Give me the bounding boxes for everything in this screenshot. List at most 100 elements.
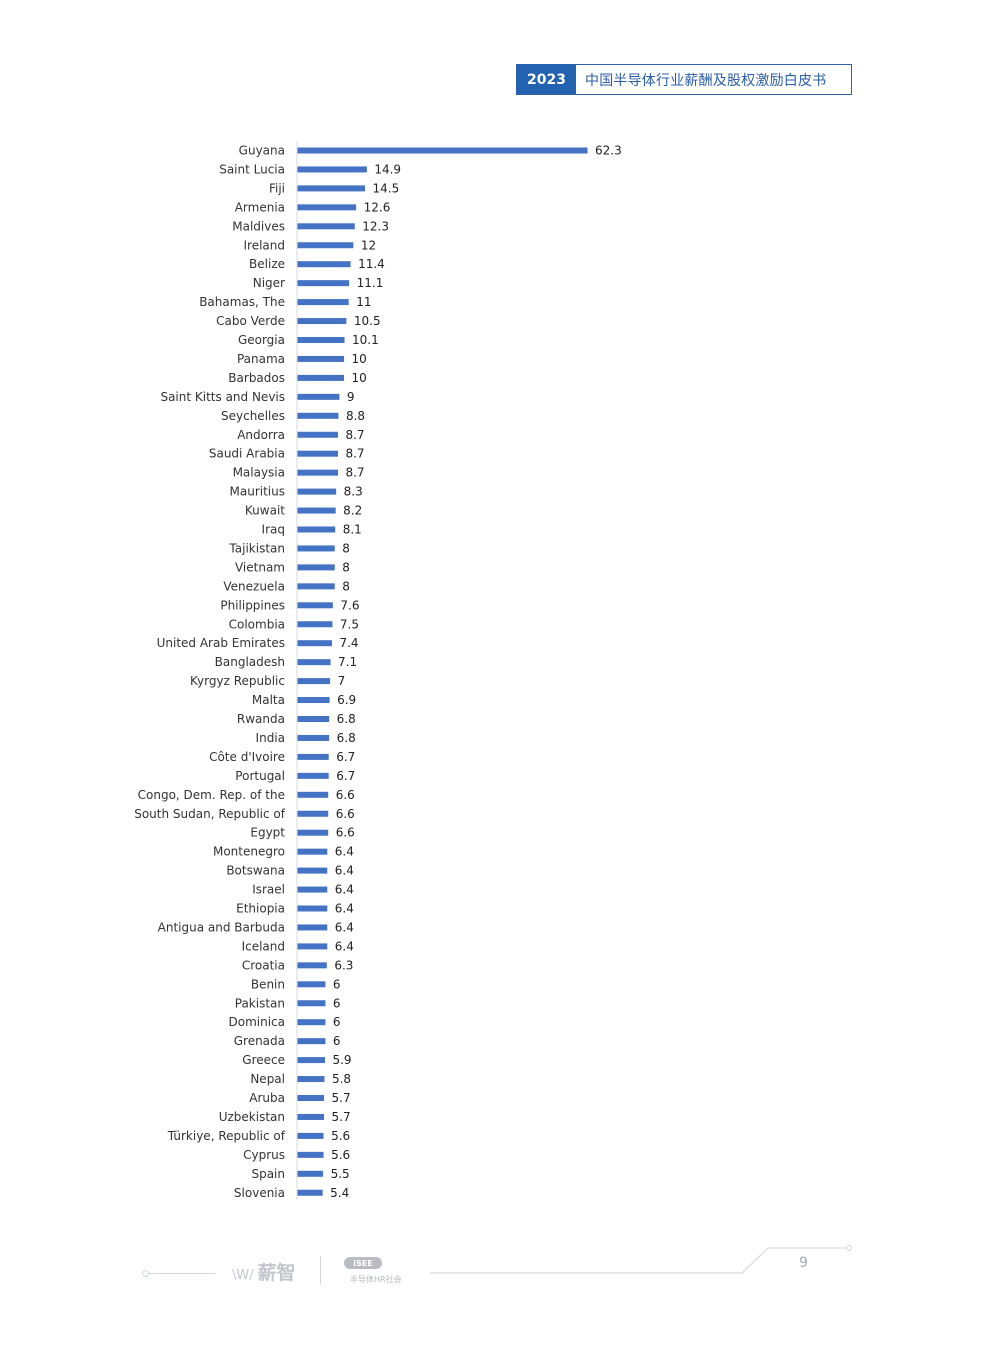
bar bbox=[297, 147, 588, 154]
data-label: 7.5 bbox=[340, 617, 359, 631]
category-label: Guyana bbox=[239, 144, 285, 158]
category-label: Antigua and Barbuda bbox=[158, 920, 285, 934]
bar bbox=[297, 659, 331, 666]
bar bbox=[297, 166, 367, 173]
xinzhi-logo-mark: \W/ bbox=[232, 1268, 254, 1283]
report-header: 2023 中国半导体行业薪酬及股权激励白皮书 bbox=[516, 64, 852, 95]
data-label: 12.3 bbox=[362, 219, 389, 233]
data-label: 6.4 bbox=[335, 920, 354, 934]
category-label: Venezuela bbox=[223, 579, 285, 593]
category-label: Niger bbox=[253, 276, 285, 290]
data-label: 5.6 bbox=[331, 1129, 350, 1143]
bar bbox=[297, 791, 329, 798]
data-label: 6.8 bbox=[337, 731, 356, 745]
data-label: 6.6 bbox=[336, 826, 355, 840]
category-label: Ethiopia bbox=[236, 902, 285, 916]
bar bbox=[297, 242, 354, 249]
category-label: Dominica bbox=[229, 1015, 286, 1029]
data-label: 6 bbox=[333, 996, 341, 1010]
bar bbox=[297, 1113, 325, 1120]
footer-dot-left bbox=[142, 1270, 149, 1277]
data-label: 7.1 bbox=[338, 655, 357, 669]
page-number: 9 bbox=[799, 1255, 808, 1271]
bar bbox=[297, 526, 336, 533]
isee-logo-badge: iSEE bbox=[344, 1257, 382, 1269]
bar bbox=[297, 299, 349, 306]
bar bbox=[297, 848, 328, 855]
bar bbox=[297, 469, 338, 476]
data-label: 5.7 bbox=[332, 1110, 351, 1124]
bar bbox=[297, 337, 345, 343]
category-label: Iceland bbox=[242, 939, 285, 953]
data-label: 7.4 bbox=[339, 636, 358, 650]
bar bbox=[297, 1057, 325, 1064]
data-label: 10.5 bbox=[354, 314, 381, 328]
data-label: 6.4 bbox=[335, 864, 354, 878]
data-label: 6.3 bbox=[334, 958, 353, 972]
bar bbox=[297, 621, 333, 628]
bar bbox=[297, 924, 328, 931]
bar bbox=[297, 564, 335, 571]
bar bbox=[297, 905, 328, 912]
category-label: Croatia bbox=[242, 958, 285, 972]
category-label: Uzbekistan bbox=[219, 1110, 285, 1124]
category-label: United Arab Emirates bbox=[157, 636, 285, 650]
data-label: 6.8 bbox=[337, 712, 356, 726]
data-label: 6.6 bbox=[336, 788, 355, 802]
footer-line-left bbox=[148, 1273, 216, 1274]
bar bbox=[297, 545, 335, 552]
category-label: Philippines bbox=[220, 598, 285, 612]
bar bbox=[297, 829, 329, 836]
bar bbox=[297, 355, 345, 362]
data-label: 8.2 bbox=[343, 504, 362, 518]
category-label: Israel bbox=[252, 883, 285, 897]
category-label: Cyprus bbox=[243, 1148, 285, 1162]
category-label: Panama bbox=[237, 352, 285, 366]
bar bbox=[297, 280, 350, 287]
category-label: Benin bbox=[251, 977, 285, 991]
bar bbox=[297, 488, 337, 495]
category-label: Kyrgyz Republic bbox=[190, 674, 285, 688]
category-label: Armenia bbox=[235, 200, 285, 214]
bar bbox=[297, 810, 329, 817]
data-label: 8 bbox=[342, 560, 350, 574]
bar bbox=[297, 450, 338, 457]
category-label: Barbados bbox=[228, 371, 285, 385]
category-label: Iraq bbox=[262, 523, 285, 537]
data-label: 6.4 bbox=[335, 902, 354, 916]
category-label: Colombia bbox=[229, 617, 285, 631]
category-label: Türkiye, Republic of bbox=[167, 1129, 286, 1143]
category-label: Grenada bbox=[234, 1034, 285, 1048]
data-label: 11.1 bbox=[357, 276, 384, 290]
bar bbox=[297, 943, 328, 950]
bar bbox=[297, 1076, 325, 1083]
header-title: 中国半导体行业薪酬及股权激励白皮书 bbox=[585, 72, 827, 89]
data-label: 8.8 bbox=[346, 409, 365, 423]
data-label: 6.6 bbox=[336, 807, 355, 821]
footer-separator bbox=[320, 1256, 321, 1284]
data-label: 6 bbox=[333, 1034, 341, 1048]
category-label: Tajikistan bbox=[228, 541, 285, 555]
xinzhi-logo-text: 薪智 bbox=[257, 1262, 296, 1284]
bar bbox=[297, 716, 330, 722]
bar bbox=[297, 640, 332, 647]
bar bbox=[297, 1170, 324, 1177]
bar bbox=[297, 185, 365, 192]
category-label: Nepal bbox=[250, 1072, 285, 1086]
data-label: 6.4 bbox=[335, 939, 354, 953]
bar bbox=[297, 734, 330, 741]
data-label: 10.1 bbox=[352, 333, 379, 347]
bar bbox=[297, 1151, 324, 1158]
data-label: 14.5 bbox=[372, 181, 399, 195]
data-label: 10 bbox=[352, 352, 367, 366]
data-label: 8.3 bbox=[344, 485, 363, 499]
data-label: 6 bbox=[333, 1015, 341, 1029]
bar bbox=[297, 1132, 324, 1139]
data-label: 5.7 bbox=[332, 1091, 351, 1105]
bar bbox=[297, 753, 329, 760]
category-label: Botswana bbox=[226, 864, 285, 878]
bar bbox=[297, 602, 333, 609]
bar bbox=[297, 867, 328, 874]
category-label: South Sudan, Republic of bbox=[134, 807, 286, 821]
